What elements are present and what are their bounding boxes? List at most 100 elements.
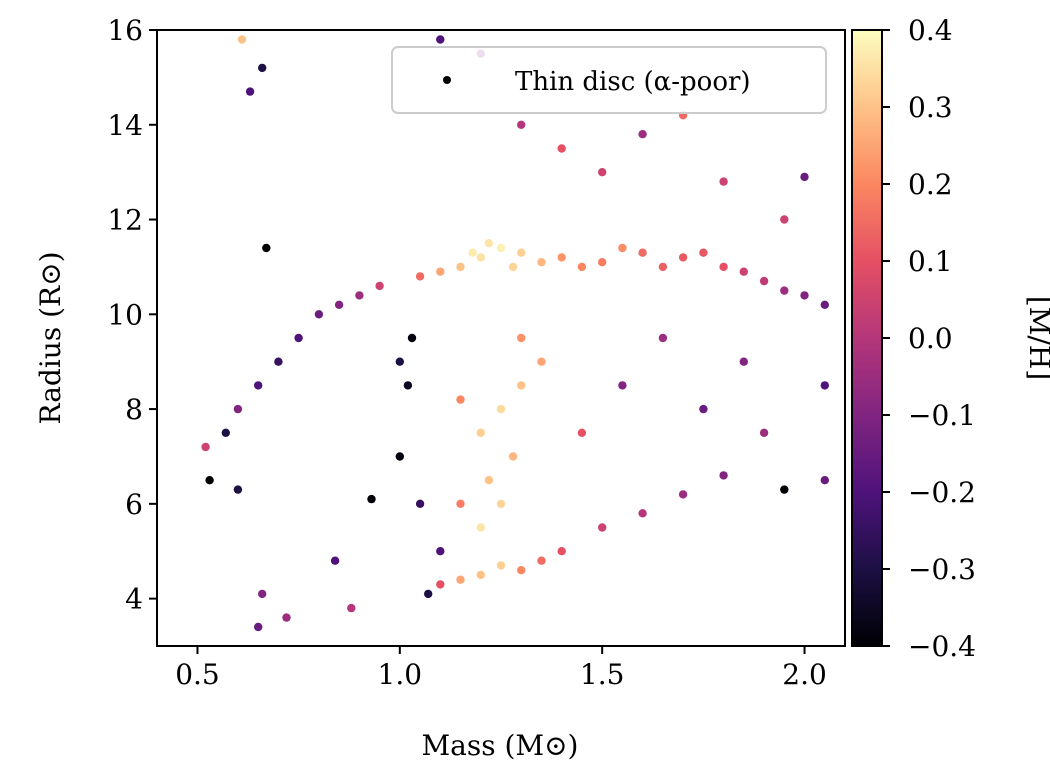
data-point [517, 381, 526, 390]
data-point [557, 547, 566, 556]
x-tick-label: 1.5 [580, 658, 625, 691]
legend-box [391, 46, 827, 114]
data-point [820, 381, 829, 390]
data-point [658, 333, 668, 343]
data-point [221, 428, 230, 437]
data-point [517, 566, 526, 575]
data-point [598, 258, 607, 267]
data-point [274, 357, 283, 366]
data-point [262, 243, 271, 253]
data-point [557, 253, 566, 262]
data-point [800, 291, 809, 300]
data-point [330, 556, 340, 565]
data-point [436, 267, 445, 276]
data-point [638, 248, 647, 257]
colorbar-tick-label: −0.3 [908, 553, 976, 586]
y-axis-ticks: 4 6 8 10 12 14 16 [107, 14, 157, 616]
data-point [456, 575, 465, 584]
data-point [347, 603, 356, 613]
data-point [739, 267, 748, 276]
data-point [403, 381, 413, 390]
data-point [282, 613, 291, 622]
x-tick-label: 2.0 [782, 658, 827, 691]
data-point [456, 395, 465, 404]
data-point [719, 177, 728, 186]
data-point [699, 248, 708, 257]
data-point [476, 253, 485, 262]
data-point [254, 622, 263, 632]
data-point [395, 452, 404, 461]
data-point [759, 428, 769, 437]
data-point [476, 523, 485, 532]
data-point [456, 499, 465, 508]
y-tick-label: 10 [107, 298, 143, 331]
data-point [780, 485, 789, 494]
y-tick-label: 8 [125, 393, 143, 426]
data-point [800, 172, 809, 182]
data-point [780, 286, 789, 295]
data-point [367, 494, 376, 504]
data-point [233, 485, 243, 494]
data-point [598, 168, 607, 177]
data-point [577, 428, 587, 437]
data-point [205, 476, 214, 485]
data-point [780, 215, 789, 224]
data-point [355, 291, 364, 300]
data-point [254, 381, 263, 390]
data-point [436, 35, 445, 44]
data-point [719, 471, 728, 480]
data-point [496, 243, 506, 253]
x-tick-label: 0.5 [175, 658, 220, 691]
colorbar-gradient [851, 29, 883, 647]
colorbar: 0.4 0.3 0.2 0.1 0.0 −0.1 −0.2 −0.3 −0.4 [M/H] [851, 14, 1050, 663]
colorbar-tick-label: −0.2 [908, 476, 976, 509]
y-axis-label: Radius (R⊙) [34, 252, 67, 425]
data-point [537, 556, 546, 565]
data-point [517, 248, 526, 257]
y-tick-label: 14 [107, 109, 143, 142]
data-point [658, 262, 668, 272]
data-point [638, 509, 647, 518]
colorbar-tick-label: 0.1 [908, 245, 953, 278]
y-tick-label: 6 [125, 488, 143, 521]
data-point [759, 276, 769, 286]
colorbar-tick-label: 0.2 [908, 168, 953, 201]
data-point [496, 404, 506, 414]
colorbar-label: [M/H] [1023, 296, 1050, 380]
colorbar-tick-label: −0.1 [908, 399, 976, 432]
data-point [436, 580, 445, 589]
data-point [245, 87, 255, 96]
data-point [739, 357, 748, 366]
data-point [820, 300, 829, 309]
x-axis-label: Mass (M⊙) [422, 729, 579, 762]
data-point [484, 239, 494, 248]
plot-frame [156, 29, 846, 647]
data-point [638, 130, 647, 139]
data-point [484, 476, 494, 485]
data-point [456, 262, 465, 272]
data-point [496, 499, 506, 508]
legend: Thin disc (α-poor) [391, 46, 827, 114]
data-point [468, 248, 477, 257]
colorbar-tick-label: 0.4 [908, 14, 953, 47]
y-tick-label: 12 [107, 204, 143, 237]
x-tick-label: 1.0 [378, 658, 423, 691]
data-point [598, 523, 607, 532]
data-point [334, 300, 344, 309]
data-point [258, 63, 267, 73]
y-tick-label: 16 [107, 14, 143, 47]
data-point [476, 570, 485, 580]
data-point [618, 243, 627, 253]
data-point [258, 589, 267, 599]
data-point [678, 490, 688, 499]
data-point [517, 120, 526, 129]
y-tick-label: 4 [125, 583, 143, 616]
data-point [508, 452, 518, 461]
data-point [233, 404, 243, 414]
data-point [415, 499, 425, 508]
data-point [537, 357, 546, 366]
data-point [436, 547, 445, 556]
data-point [375, 281, 384, 291]
data-point [577, 262, 587, 272]
